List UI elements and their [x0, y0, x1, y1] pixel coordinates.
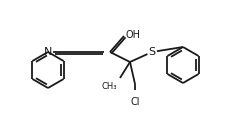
Text: N: N	[44, 47, 52, 57]
Text: CH₃: CH₃	[101, 82, 117, 91]
Text: OH: OH	[126, 30, 140, 40]
Text: Cl: Cl	[130, 97, 139, 107]
Text: S: S	[148, 47, 155, 57]
